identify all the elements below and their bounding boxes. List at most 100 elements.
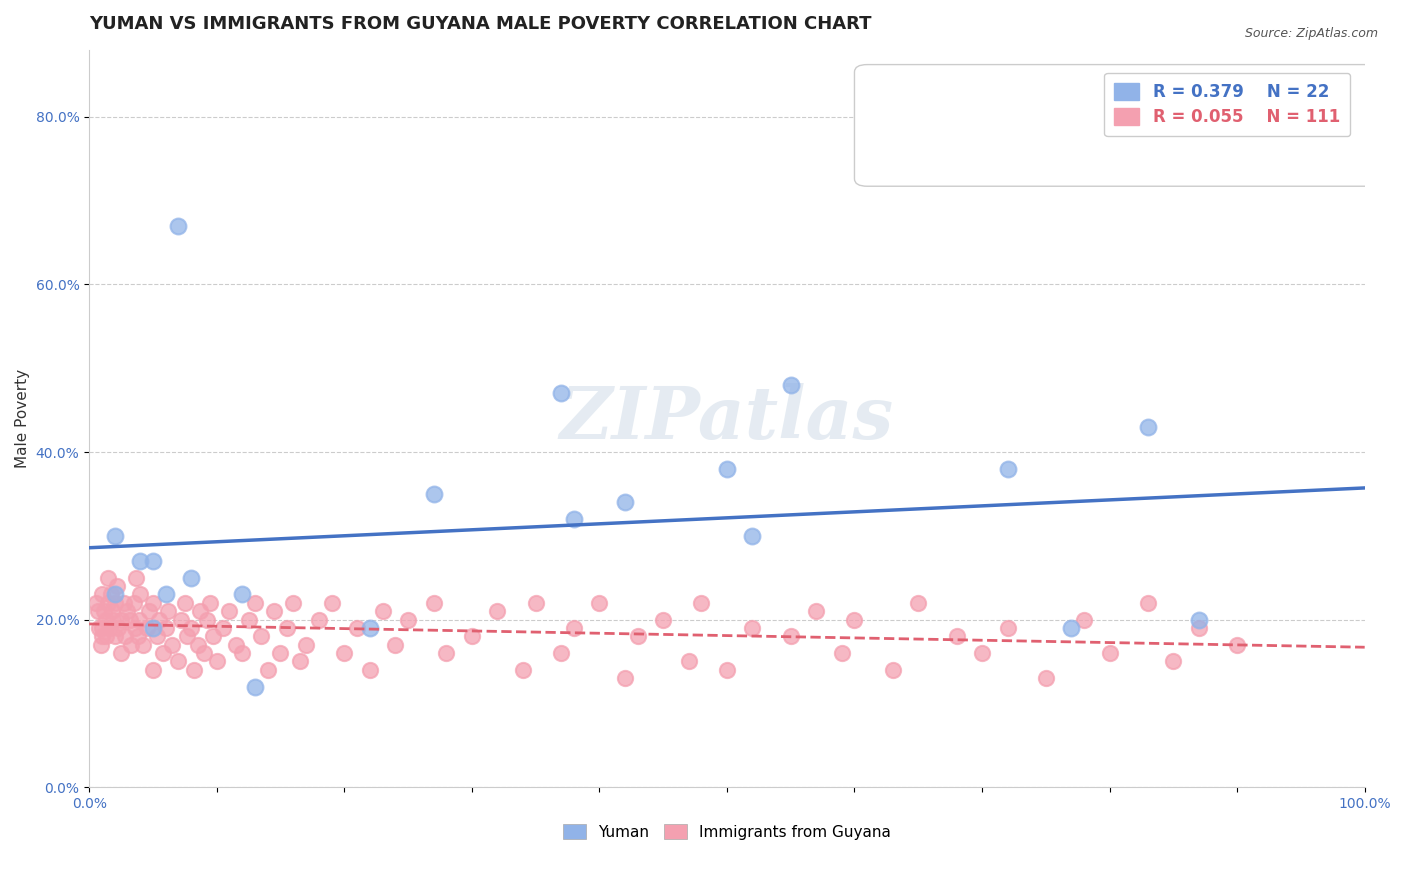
Point — [907, 596, 929, 610]
Point — [741, 621, 763, 635]
Point — [132, 638, 155, 652]
Point — [256, 663, 278, 677]
Point — [160, 638, 183, 652]
Point — [90, 629, 112, 643]
Point — [97, 596, 120, 610]
Point — [104, 529, 127, 543]
Point — [104, 596, 127, 610]
Point — [193, 646, 215, 660]
Point — [183, 663, 205, 677]
Point — [205, 655, 228, 669]
Point — [243, 596, 266, 610]
Point — [550, 386, 572, 401]
Point — [321, 596, 343, 610]
Point — [806, 604, 828, 618]
Point — [155, 587, 177, 601]
Point — [152, 646, 174, 660]
Point — [333, 646, 356, 660]
Point — [104, 587, 127, 601]
Point — [110, 646, 132, 660]
Point — [250, 629, 273, 643]
Point — [384, 638, 406, 652]
FancyBboxPatch shape — [855, 64, 1378, 186]
Point — [90, 638, 112, 652]
Point — [486, 604, 509, 618]
Point — [138, 604, 160, 618]
Point — [107, 621, 129, 635]
Point — [422, 487, 444, 501]
Point — [97, 571, 120, 585]
Point — [142, 663, 165, 677]
Point — [218, 604, 240, 618]
Point — [125, 571, 148, 585]
Point — [346, 621, 368, 635]
Point — [263, 604, 285, 618]
Point — [114, 629, 136, 643]
Point — [105, 579, 128, 593]
Point — [779, 629, 801, 643]
Point — [512, 663, 534, 677]
Point — [844, 613, 866, 627]
Point — [124, 621, 146, 635]
Text: Source: ZipAtlas.com: Source: ZipAtlas.com — [1244, 27, 1378, 40]
Point — [269, 646, 291, 660]
Point — [145, 629, 167, 643]
Point — [779, 378, 801, 392]
Point — [945, 629, 967, 643]
Point — [1226, 638, 1249, 652]
Point — [90, 621, 112, 635]
Point — [741, 529, 763, 543]
Point — [128, 613, 150, 627]
Text: YUMAN VS IMMIGRANTS FROM GUYANA MALE POVERTY CORRELATION CHART: YUMAN VS IMMIGRANTS FROM GUYANA MALE POV… — [89, 15, 872, 33]
Point — [627, 629, 650, 643]
Point — [288, 655, 311, 669]
Point — [1136, 596, 1159, 610]
Point — [201, 629, 224, 643]
Point — [120, 638, 142, 652]
Point — [678, 655, 700, 669]
Point — [180, 571, 202, 585]
Point — [122, 596, 145, 610]
Point — [371, 604, 394, 618]
Point — [225, 638, 247, 652]
Point — [110, 613, 132, 627]
Point — [103, 613, 125, 627]
Point — [101, 604, 124, 618]
Point — [1035, 671, 1057, 685]
Point — [94, 613, 117, 627]
Point — [188, 604, 211, 618]
Point — [180, 621, 202, 635]
Point — [89, 621, 111, 635]
Point — [93, 604, 115, 618]
Point — [157, 604, 180, 618]
Point — [562, 512, 585, 526]
Point — [84, 596, 107, 610]
Point — [104, 629, 127, 643]
Point — [295, 638, 318, 652]
Point — [200, 596, 222, 610]
Point — [167, 655, 190, 669]
Point — [283, 596, 305, 610]
Point — [562, 621, 585, 635]
Point — [434, 646, 457, 660]
Point — [231, 646, 253, 660]
Point — [276, 621, 298, 635]
Point — [716, 462, 738, 476]
Point — [243, 680, 266, 694]
Point — [129, 587, 152, 601]
Point — [359, 663, 381, 677]
Point — [212, 621, 235, 635]
Point — [1098, 646, 1121, 660]
Point — [135, 621, 157, 635]
Y-axis label: Male Poverty: Male Poverty — [15, 369, 30, 468]
Point — [142, 596, 165, 610]
Point — [690, 596, 713, 610]
Point — [127, 629, 149, 643]
Point — [1073, 613, 1095, 627]
Point — [1163, 655, 1185, 669]
Point — [90, 587, 112, 601]
Point — [588, 596, 610, 610]
Point — [176, 629, 198, 643]
Point — [195, 613, 218, 627]
Point — [142, 554, 165, 568]
